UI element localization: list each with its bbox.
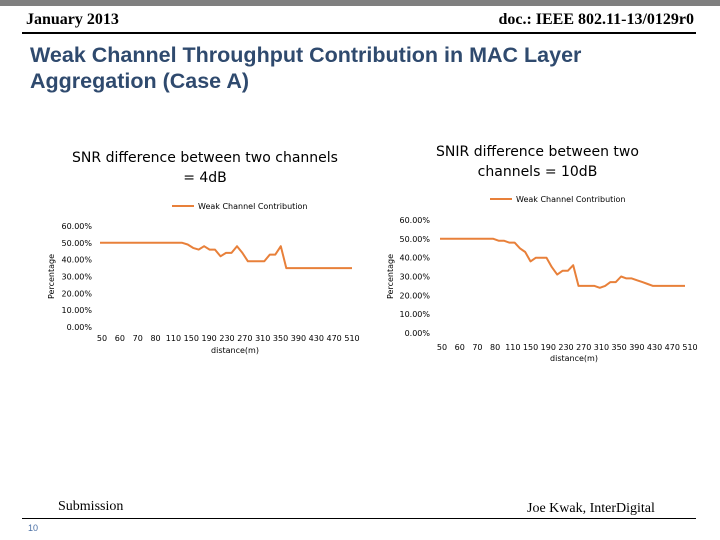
y-axis-ticks: 0.00% 10.00% 20.00% 30.00% 40.00% 50.00% 60.00… bbox=[61, 222, 92, 332]
y-tick-label: 50.00% bbox=[61, 239, 92, 248]
footer-divider bbox=[22, 518, 696, 519]
y-tick-label: 20.00% bbox=[399, 291, 430, 300]
series-line-weak-channel bbox=[100, 241, 352, 270]
x-tick-label: 150 bbox=[523, 343, 538, 352]
x-tick-label: 470 bbox=[327, 334, 342, 343]
slide-title: Weak Channel Throughput Contribution in … bbox=[30, 43, 582, 93]
y-tick-label: 30.00% bbox=[61, 273, 92, 282]
x-axis-ticks: 50 60 70 80 110 150 190 230 270 310 350 390 430 470 51… bbox=[437, 343, 698, 352]
y-axis-label: Percentage bbox=[386, 254, 395, 299]
x-tick-label: 150 bbox=[184, 334, 199, 343]
x-tick-label: 50 bbox=[97, 334, 107, 343]
chart-right-title: SNIR difference between two channels = 1… bbox=[436, 144, 639, 180]
x-tick-label: 110 bbox=[505, 343, 520, 352]
x-axis-ticks: 50 60 70 80 110 150 190 230 270 310 350 390 430 470 51… bbox=[97, 334, 360, 343]
y-tick-label: 30.00% bbox=[399, 273, 430, 282]
footer-author: Joe Kwak, InterDigital bbox=[527, 501, 655, 516]
series-line-weak-channel bbox=[440, 237, 685, 289]
y-tick-label: 10.00% bbox=[399, 310, 430, 319]
chart-left-title: SNR difference between two channels = 4d… bbox=[72, 150, 338, 186]
x-tick-label: 470 bbox=[665, 343, 680, 352]
y-tick-label: 10.00% bbox=[61, 306, 92, 315]
x-axis-label: distance(m) bbox=[211, 346, 259, 355]
x-tick-label: 430 bbox=[309, 334, 324, 343]
y-axis-label: Percentage bbox=[47, 254, 56, 299]
x-tick-label: 350 bbox=[612, 343, 627, 352]
x-tick-label: 350 bbox=[273, 334, 288, 343]
x-axis-label: distance(m) bbox=[550, 354, 598, 363]
y-tick-label: 60.00% bbox=[61, 222, 92, 231]
header-date: January 2013 bbox=[26, 11, 119, 28]
x-tick-label: 70 bbox=[133, 334, 143, 343]
x-tick-label: 230 bbox=[558, 343, 573, 352]
y-tick-label: 50.00% bbox=[399, 235, 430, 244]
x-tick-label: 430 bbox=[647, 343, 662, 352]
x-tick-label: 270 bbox=[576, 343, 591, 352]
x-tick-label: 230 bbox=[219, 334, 234, 343]
y-tick-label: 60.00% bbox=[399, 216, 430, 225]
x-tick-label: 510 bbox=[344, 334, 359, 343]
x-tick-label: 60 bbox=[115, 334, 125, 343]
x-tick-label: 80 bbox=[150, 334, 160, 343]
y-tick-label: 40.00% bbox=[399, 254, 430, 263]
legend-label: Weak Channel Contribution bbox=[516, 195, 626, 204]
footer-submission: Submission bbox=[58, 499, 124, 514]
x-tick-label: 390 bbox=[629, 343, 644, 352]
x-tick-label: 390 bbox=[291, 334, 306, 343]
y-tick-label: 40.00% bbox=[61, 256, 92, 265]
x-tick-label: 50 bbox=[437, 343, 447, 352]
x-tick-label: 70 bbox=[472, 343, 482, 352]
y-tick-label: 0.00% bbox=[405, 329, 431, 338]
x-tick-label: 190 bbox=[202, 334, 217, 343]
x-tick-label: 270 bbox=[237, 334, 252, 343]
legend-label: Weak Channel Contribution bbox=[198, 202, 308, 211]
chart-legend: Weak Channel Contribution bbox=[490, 195, 626, 204]
header-doc-id: doc.: IEEE 802.11-13/0129r0 bbox=[498, 11, 694, 28]
y-axis-ticks: 0.00% 10.00% 20.00% 30.00% 40.00% 50.00% 60.00… bbox=[399, 216, 430, 338]
x-tick-label: 80 bbox=[490, 343, 500, 352]
x-tick-label: 310 bbox=[255, 334, 270, 343]
x-tick-label: 190 bbox=[541, 343, 556, 352]
top-bar bbox=[0, 0, 720, 6]
x-tick-label: 510 bbox=[682, 343, 697, 352]
chart-left: Weak Channel Contribution 0.00% 10.00% 20.0… bbox=[47, 202, 360, 355]
chart-right: Weak Channel Contribution 0.00% 10.00% 20.0… bbox=[386, 195, 698, 363]
page-number: 10 bbox=[28, 523, 39, 533]
header-divider bbox=[22, 32, 696, 34]
y-tick-label: 20.00% bbox=[61, 289, 92, 298]
chart-legend: Weak Channel Contribution bbox=[172, 202, 308, 211]
y-tick-label: 0.00% bbox=[67, 323, 93, 332]
x-tick-label: 310 bbox=[594, 343, 609, 352]
x-tick-label: 110 bbox=[166, 334, 181, 343]
x-tick-label: 60 bbox=[455, 343, 465, 352]
